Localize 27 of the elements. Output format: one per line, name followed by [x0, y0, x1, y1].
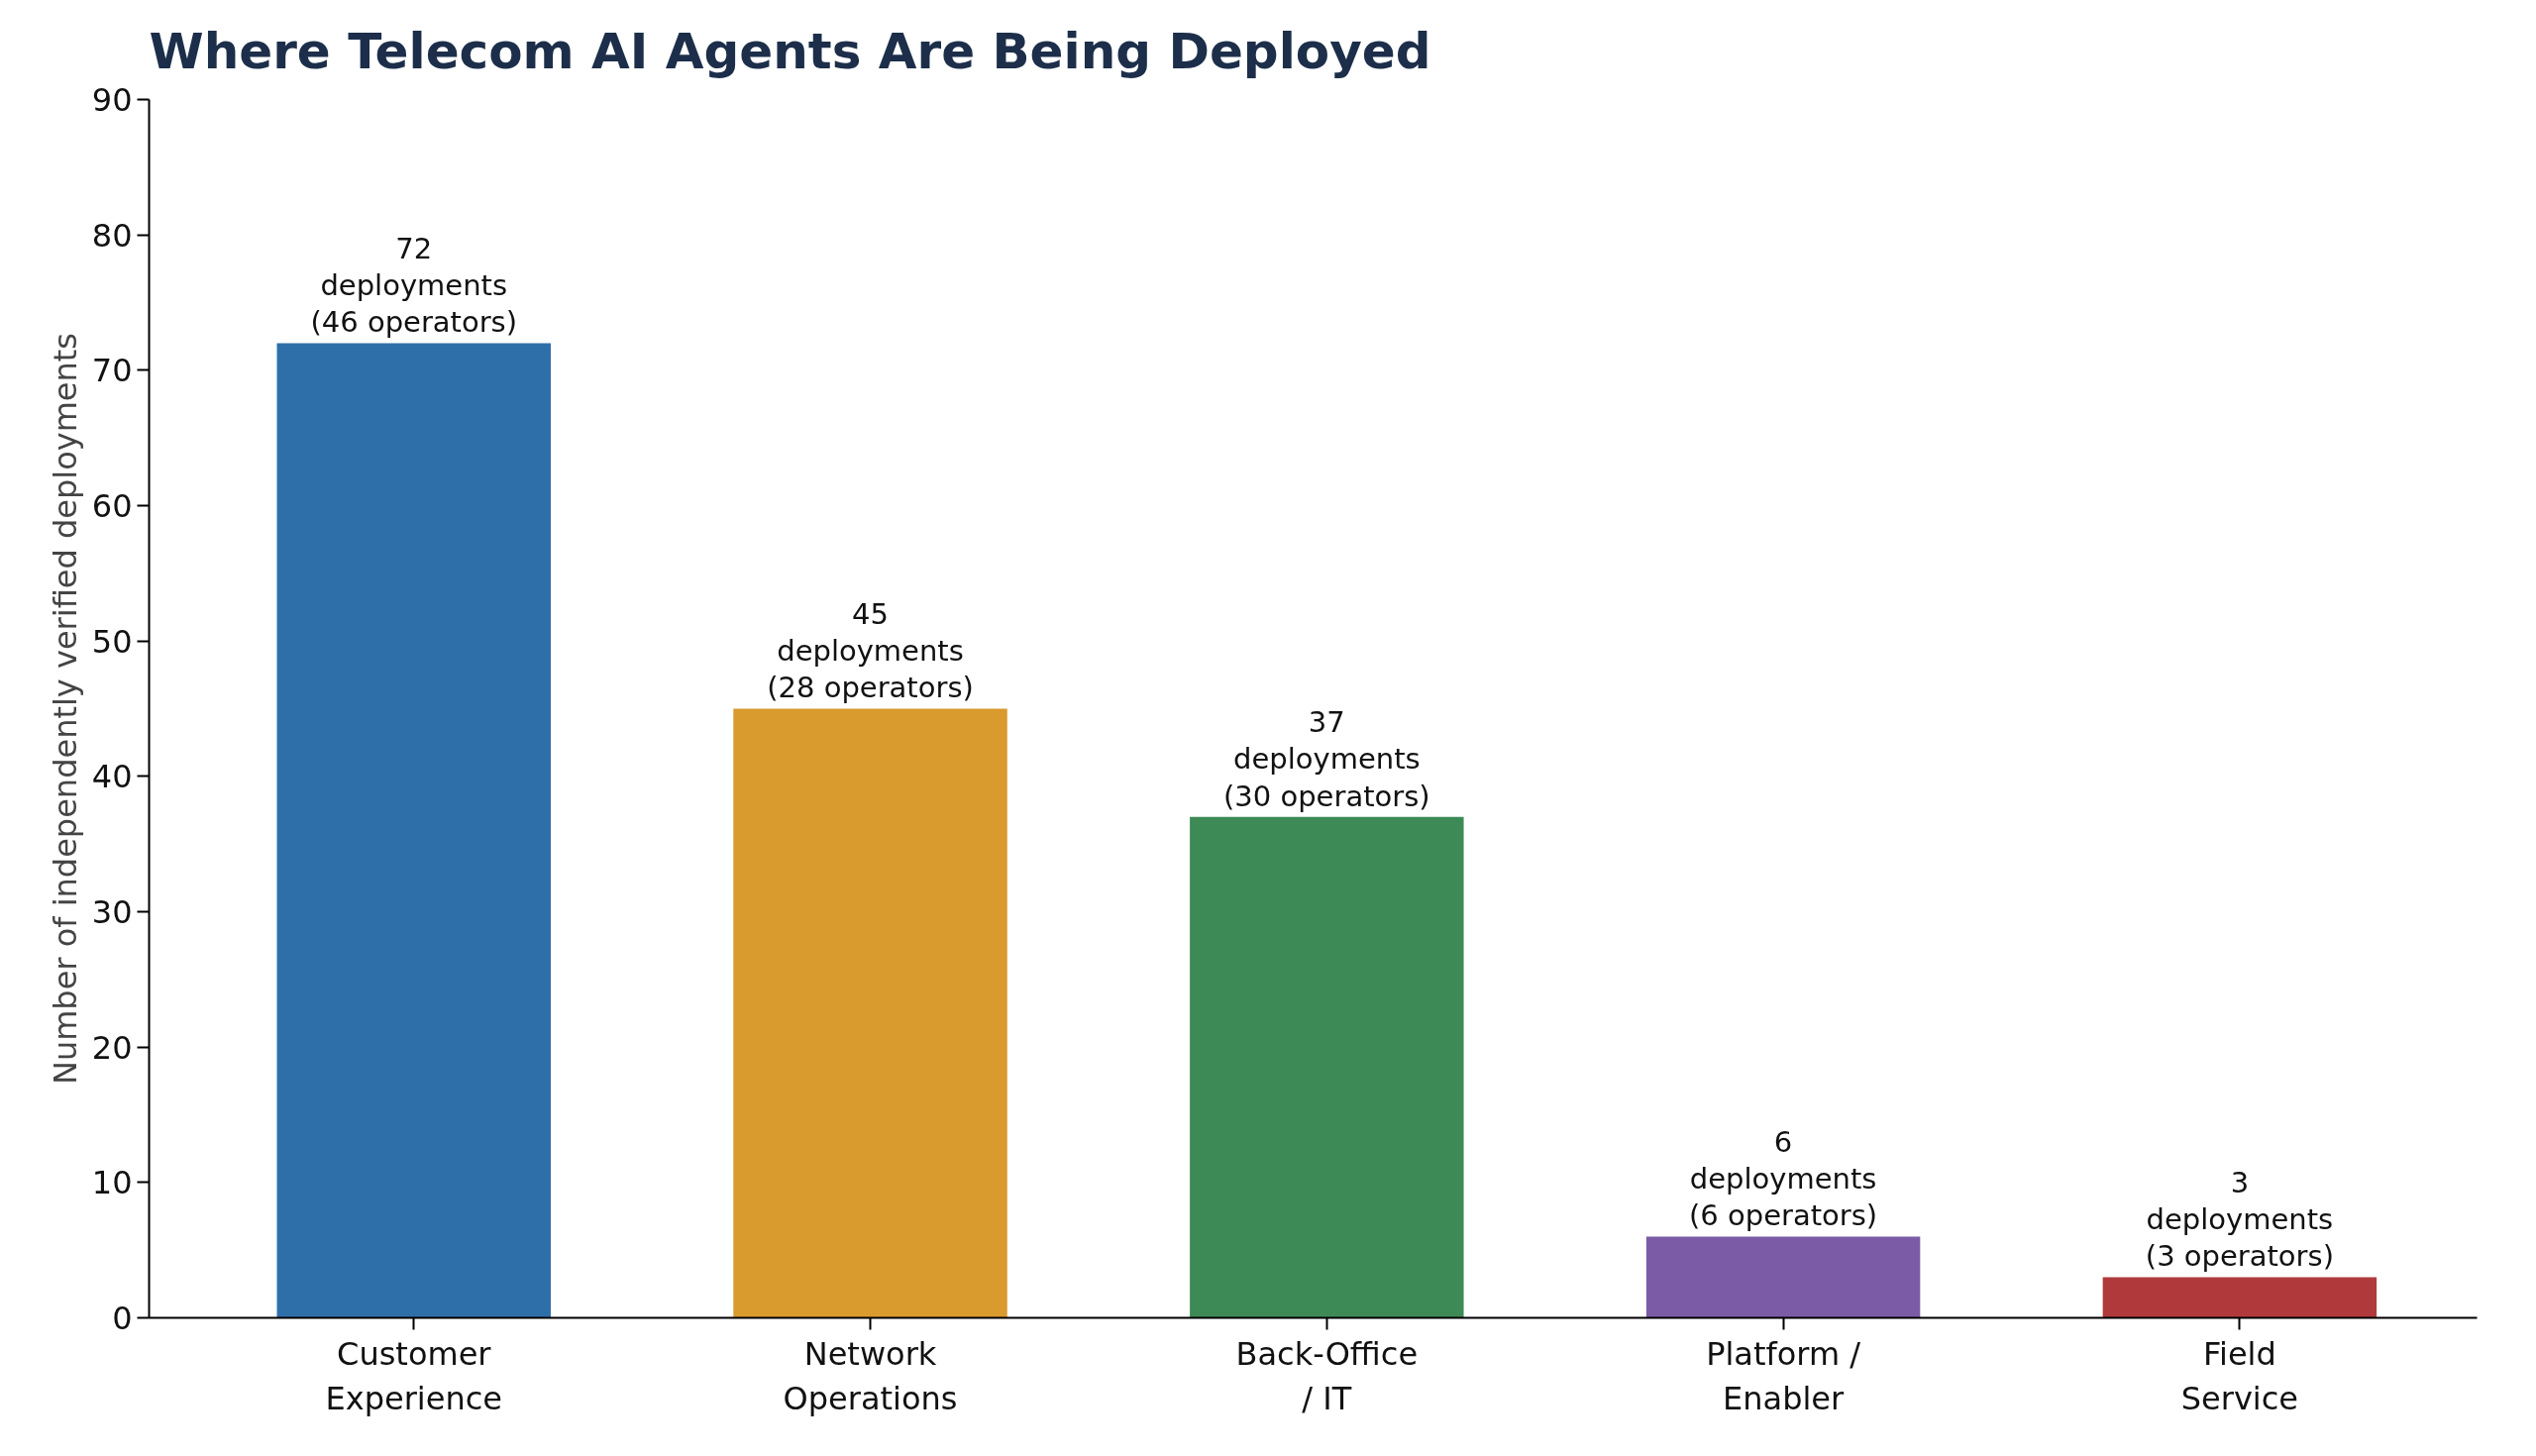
y-tick-label: 30 — [91, 893, 133, 931]
y-axis-title: Number of independently verified deployments — [46, 332, 84, 1086]
bar — [1190, 816, 1464, 1318]
x-tick-label: Back-Office / IT — [1235, 1334, 1419, 1418]
y-tick-label: 0 — [112, 1300, 133, 1337]
x-tick-label: Field Service — [2180, 1334, 2299, 1418]
x-tick-label: Platform / Enabler — [1706, 1334, 1861, 1418]
data-label: 45 deployments (28 operators) — [767, 596, 974, 705]
bar — [733, 708, 1007, 1318]
y-tick-label: 20 — [91, 1028, 133, 1067]
bar — [276, 343, 551, 1318]
data-label: 3 deployments (3 operators) — [2145, 1165, 2334, 1274]
y-tick-label: 40 — [91, 758, 133, 796]
chart-title: Where Telecom AI Agents Are Being Deployed — [149, 22, 1431, 80]
bar — [2102, 1277, 2378, 1318]
y-tick-label: 80 — [91, 216, 133, 255]
data-label: 6 deployments (6 operators) — [1689, 1124, 1878, 1233]
data-label: 37 deployments (30 operators) — [1223, 705, 1430, 813]
y-tick-label: 10 — [91, 1164, 133, 1202]
y-tick-label: 60 — [91, 487, 133, 525]
y-tick-label: 50 — [91, 622, 133, 661]
y-tick-label: 90 — [91, 81, 133, 119]
x-tick-label: Network Operations — [783, 1334, 958, 1418]
x-tick-label: Customer Experience — [325, 1334, 502, 1418]
data-label: 72 deployments (46 operators) — [310, 231, 518, 340]
bar — [1645, 1236, 1921, 1318]
y-tick-label: 70 — [91, 352, 133, 390]
